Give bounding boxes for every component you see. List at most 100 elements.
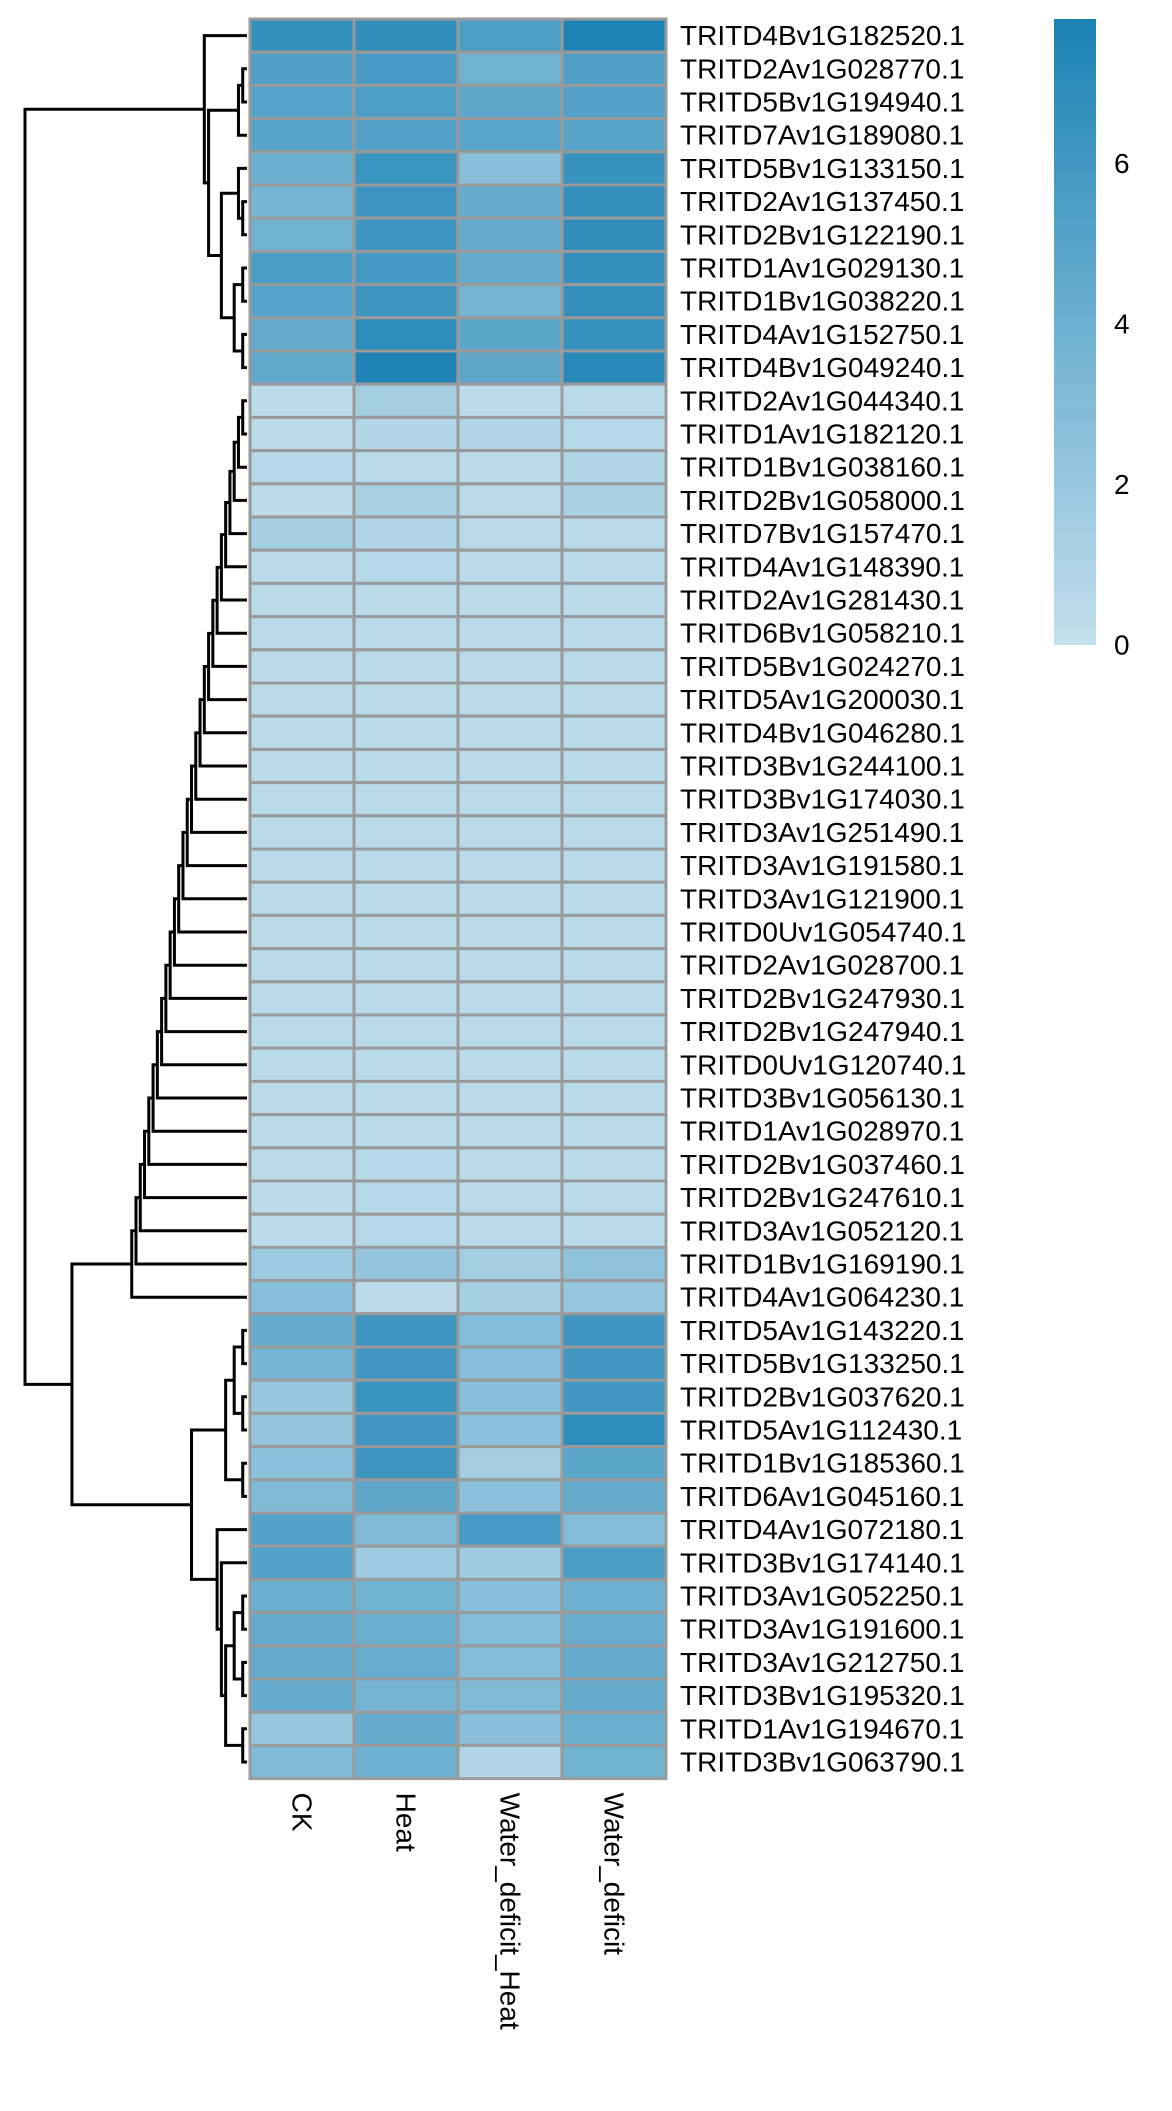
heatmap-cell	[352, 1511, 460, 1548]
row-label: TRITD3Bv1G174030.1	[680, 784, 965, 815]
heatmap-cell	[248, 349, 356, 386]
heatmap-cell	[456, 548, 564, 585]
heatmap-cell	[352, 449, 460, 486]
heatmap-cell	[248, 548, 356, 585]
heatmap-cell	[456, 1411, 564, 1449]
heatmap-cell	[248, 847, 356, 884]
heatmap-cell	[456, 349, 564, 386]
heatmap-cell	[352, 349, 460, 386]
heatmap-cell	[352, 781, 460, 818]
row-label: TRITD4Bv1G182520.1	[680, 20, 965, 51]
column-label: Water_deficit	[599, 1793, 630, 1956]
heatmap-cell	[456, 1743, 564, 1781]
heatmap-cell	[456, 316, 564, 353]
dendrogram-link	[202, 664, 247, 735]
heatmap-cell	[352, 1179, 460, 1216]
heatmap-cell	[248, 1577, 356, 1615]
color-legend-bar	[1054, 19, 1096, 645]
row-label: TRITD1Av1G194670.1	[680, 1713, 964, 1744]
dendrogram-link	[147, 1096, 247, 1166]
heatmap-cell	[248, 150, 356, 187]
legend-tick-label: 2	[1114, 469, 1130, 500]
heatmap-cell	[560, 980, 668, 1017]
heatmap-cell	[352, 880, 460, 917]
heatmap-cell	[248, 747, 356, 785]
row-label: TRITD3Av1G052120.1	[680, 1215, 964, 1246]
heatmap-cell	[352, 1710, 460, 1747]
heatmap-cell	[560, 382, 668, 419]
heatmap-cell	[560, 1710, 668, 1747]
heatmap-cell	[456, 781, 564, 818]
dendrogram-link	[207, 631, 247, 702]
heatmap-cell	[560, 615, 668, 652]
heatmap-cell	[248, 947, 356, 984]
heatmap-cell	[560, 316, 668, 353]
dendrogram-link	[219, 191, 239, 320]
heatmap-cell	[560, 747, 668, 785]
dendrogram-link	[168, 930, 247, 1000]
heatmap-cell	[560, 1478, 668, 1515]
heatmap-cell	[456, 681, 564, 718]
heatmap-cell	[352, 17, 460, 54]
heatmap-cell	[248, 1378, 356, 1415]
heatmap-cell	[560, 913, 668, 951]
heatmap-cell	[560, 482, 668, 519]
dendrogram-link	[236, 415, 247, 469]
heatmap-cell	[248, 17, 356, 54]
heatmap-cell	[248, 581, 356, 619]
heatmap-cell	[456, 382, 564, 419]
row-label: TRITD2Av1G028770.1	[680, 53, 964, 84]
row-label: TRITD4Av1G152750.1	[680, 319, 964, 350]
row-dendrogram	[23, 34, 247, 1764]
heatmap-cell	[456, 1345, 564, 1382]
heatmap-cell	[248, 183, 356, 220]
heatmap-cell	[456, 1611, 564, 1648]
heatmap-cell	[456, 1445, 564, 1482]
dendrogram-link	[241, 1594, 247, 1631]
heatmap-cell	[352, 183, 460, 220]
heatmap-cell	[248, 1279, 356, 1316]
heatmap-cell	[352, 1345, 460, 1382]
heatmap-cell	[248, 1113, 356, 1150]
row-label: TRITD7Bv1G157470.1	[680, 518, 965, 549]
heatmap-cell	[560, 449, 668, 486]
row-label: TRITD3Bv1G174140.1	[680, 1547, 965, 1578]
heatmap-cell	[352, 1644, 460, 1681]
row-label: TRITD3Bv1G056130.1	[680, 1083, 965, 1114]
heatmap-cell	[560, 947, 668, 984]
row-label: TRITD1Av1G182120.1	[680, 419, 964, 450]
heatmap-cell	[560, 1279, 668, 1316]
heatmap-cell	[248, 1478, 356, 1515]
heatmap-cell	[560, 1411, 668, 1449]
row-label: TRITD1Bv1G038160.1	[680, 452, 965, 483]
heatmap-cell	[352, 1079, 460, 1117]
heatmap-cell	[456, 1644, 564, 1681]
row-label: TRITD2Bv1G247930.1	[680, 983, 965, 1014]
heatmap-cell	[456, 847, 564, 884]
heatmap-cell	[352, 249, 460, 287]
heatmap-cell	[248, 117, 356, 154]
dendrogram-link	[241, 332, 247, 370]
heatmap-cell	[560, 781, 668, 818]
heatmap-cell	[248, 1345, 356, 1382]
dendrogram-link	[224, 1644, 243, 1747]
heatmap-cell	[456, 50, 564, 87]
heatmap-cell	[560, 880, 668, 917]
dendrogram-link	[164, 963, 247, 1034]
row-label: TRITD4Bv1G046280.1	[680, 717, 965, 748]
heatmap-cell	[456, 1212, 564, 1249]
column-label: Water_deficit_Heat	[495, 1793, 526, 2030]
heatmap-cell	[456, 249, 564, 287]
row-label: TRITD3Av1G191600.1	[680, 1614, 964, 1645]
heatmap-cell	[456, 1279, 564, 1316]
heatmap-cell	[248, 1312, 356, 1349]
row-label: TRITD2Bv1G247940.1	[680, 1016, 965, 1047]
heatmap-cell	[560, 1611, 668, 1648]
column-labels: CK Heat Water_deficit_Heat Water_deficit	[287, 1793, 630, 2030]
heatmap-cell	[560, 50, 668, 87]
heatmap-cell	[248, 1445, 356, 1482]
row-label: TRITD0Uv1G054740.1	[680, 917, 966, 948]
heatmap-cell	[352, 747, 460, 785]
heatmap-cell	[456, 581, 564, 619]
heatmap-cell	[248, 1677, 356, 1714]
